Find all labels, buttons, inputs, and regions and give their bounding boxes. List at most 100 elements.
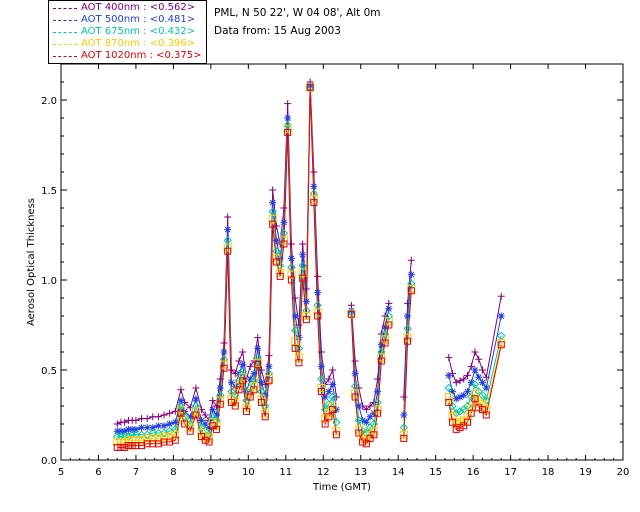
data-point-asterisk: [132, 425, 140, 433]
data-point-square: [131, 436, 140, 445]
data-point-square: [332, 427, 341, 436]
data-point-asterisk: [265, 362, 273, 370]
data-point-plus: [471, 348, 479, 356]
data-point-asterisk: [239, 361, 247, 369]
data-point-diamond: [407, 279, 416, 288]
data-point-asterisk: [257, 379, 265, 387]
data-point-plus: [400, 393, 408, 401]
legend-swatch: [53, 20, 77, 21]
data-point-asterisk: [460, 391, 468, 399]
data-point-square: [216, 396, 225, 405]
data-point-square: [284, 128, 292, 136]
data-point-plus: [239, 348, 247, 356]
data-point-square: [298, 268, 307, 277]
series-line: [448, 296, 502, 384]
data-point-plus: [265, 352, 273, 360]
x-tick-label: 17: [504, 467, 517, 478]
data-point-square: [238, 373, 247, 382]
data-point-plus: [291, 294, 299, 302]
data-point-plus: [407, 256, 415, 264]
data-point-plus: [475, 355, 483, 363]
data-point-square: [445, 398, 453, 406]
data-point-square: [186, 427, 194, 435]
data-point-diamond: [448, 401, 457, 411]
data-point-diamond: [444, 383, 453, 393]
data-point-asterisk: [166, 420, 174, 428]
data-point-square: [479, 406, 486, 414]
data-point-square: [464, 418, 472, 426]
data-point-diamond: [180, 412, 189, 422]
data-point-plus: [257, 366, 265, 374]
data-point-square: [171, 436, 179, 444]
data-point-diamond: [219, 354, 229, 364]
data-point-asterisk: [445, 371, 453, 379]
legend-swatch: [53, 44, 77, 45]
data-point-asterisk: [302, 298, 310, 306]
data-point-square: [295, 359, 303, 367]
data-point-square: [220, 364, 228, 372]
data-point-square: [148, 434, 157, 443]
data-point-square: [362, 440, 370, 448]
data-point-plus: [154, 413, 162, 421]
y-tick-label: 2.0: [41, 96, 57, 107]
data-point-asterisk: [374, 388, 382, 396]
data-point-asterisk: [154, 422, 162, 430]
data-point-plus: [302, 285, 310, 293]
data-point-asterisk: [198, 416, 205, 424]
data-point-square: [467, 403, 476, 412]
data-point-square: [306, 83, 314, 91]
data-point-square: [216, 400, 224, 408]
data-point-plus: [404, 299, 412, 307]
data-point-plus: [216, 375, 224, 383]
data-point-square: [449, 418, 457, 426]
legend-item-500nm: AOT 500nm : <0.481>: [49, 14, 206, 26]
data-point-asterisk: [355, 402, 363, 410]
data-point-plus: [467, 362, 475, 370]
data-point-square: [299, 274, 307, 282]
data-point-square: [373, 405, 382, 414]
legend-swatch: [53, 56, 77, 57]
data-point-square: [310, 199, 318, 207]
data-point-plus: [314, 272, 322, 280]
data-point-asterisk: [280, 218, 288, 226]
series-line: [448, 315, 502, 400]
data-point-plus: [209, 397, 217, 405]
data-point-square: [351, 393, 359, 401]
data-point-asterisk: [143, 424, 151, 432]
data-point-square: [191, 407, 200, 416]
data-point-square: [467, 409, 475, 417]
data-point-square: [329, 406, 337, 414]
data-point-square: [359, 438, 367, 446]
data-point-plus: [482, 373, 490, 381]
data-point-asterisk: [186, 413, 194, 421]
data-point-square: [374, 409, 382, 417]
data-point-plus: [497, 292, 505, 300]
x-tick-label: 18: [542, 467, 555, 478]
y-tick-label: 1.5: [41, 186, 57, 197]
legend: AOT 400nm : <0.562> AOT 500nm : <0.481> …: [48, 0, 207, 64]
station-info: PML, N 50 22', W 04 08', Alt 0m: [214, 7, 381, 19]
data-point-square: [283, 124, 292, 133]
data-point-square: [471, 395, 479, 403]
data-point-diamond: [253, 353, 262, 362]
data-point-square: [351, 389, 360, 398]
data-point-plus: [456, 377, 464, 385]
data-point-square: [177, 409, 185, 417]
data-point-square: [471, 389, 480, 398]
x-tick-label: 15: [429, 467, 442, 478]
x-tick-label: 10: [242, 467, 255, 478]
data-point-asterisk: [160, 422, 168, 430]
data-point-square: [407, 287, 415, 295]
data-point-diamond: [148, 428, 158, 438]
legend-label: AOT 675nm : <0.432>: [81, 26, 196, 37]
data-point-diamond: [264, 369, 274, 378]
data-point-square: [246, 393, 254, 401]
legend-label: AOT 400nm : <0.562>: [81, 2, 196, 13]
data-point-square: [355, 429, 363, 437]
data-point-asterisk: [124, 425, 132, 433]
data-point-asterisk: [216, 384, 224, 392]
data-point-square: [137, 436, 146, 445]
data-point-square: [204, 434, 213, 443]
data-point-square: [239, 377, 247, 385]
